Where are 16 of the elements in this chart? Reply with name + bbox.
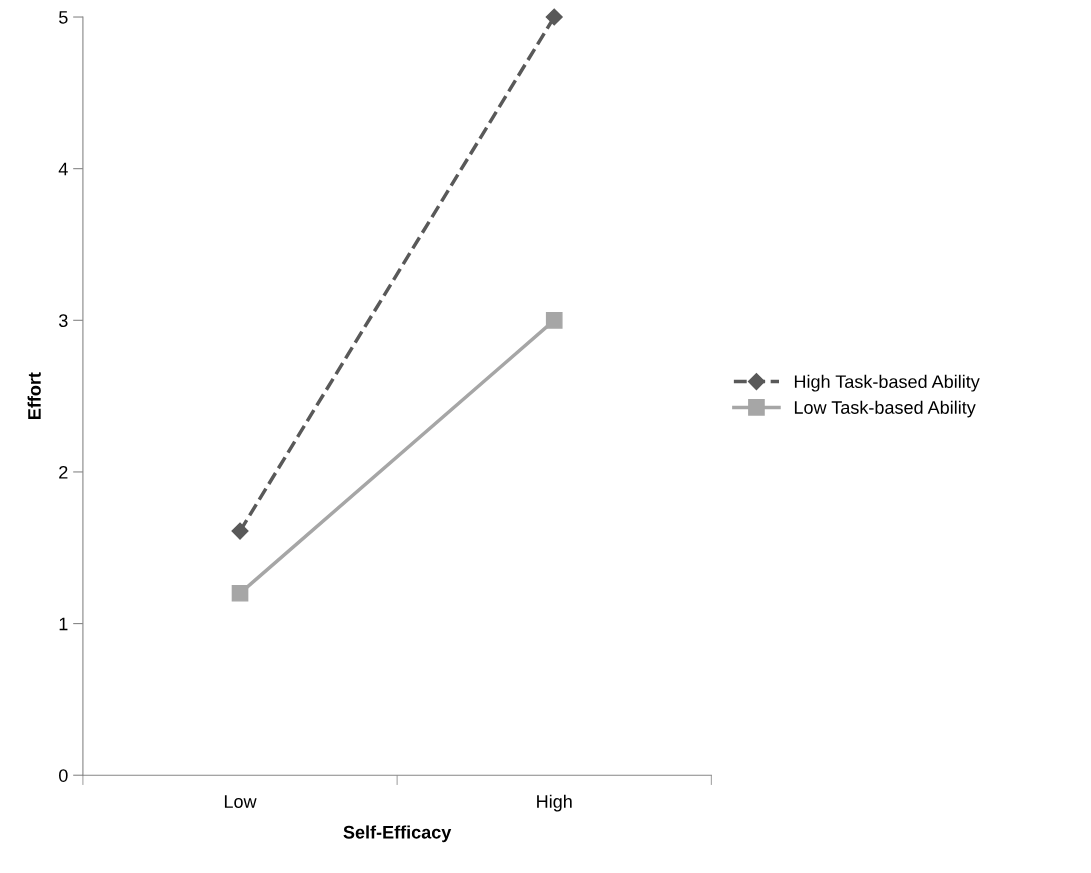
y-axis-title: Effort (27, 372, 41, 419)
x-axis-title: Self-Efficacy (343, 825, 452, 843)
legend-label: Low Task-based Ability (794, 400, 976, 418)
point (545, 8, 563, 26)
point (545, 311, 563, 329)
x-tick-label: Low (224, 795, 257, 808)
point (231, 522, 249, 540)
y-tick-label: 0 (59, 769, 68, 782)
y-tick-label: 5 (59, 11, 68, 24)
y-tick-label: 4 (58, 162, 68, 176)
point (231, 584, 249, 602)
y-tick-label: 3 (58, 314, 68, 328)
y-tick-label: 1 (59, 617, 68, 631)
y-tick-label: 2 (59, 465, 68, 479)
legend-label: High Task-based Ability (794, 374, 980, 392)
x-tick-label: High (537, 794, 572, 812)
